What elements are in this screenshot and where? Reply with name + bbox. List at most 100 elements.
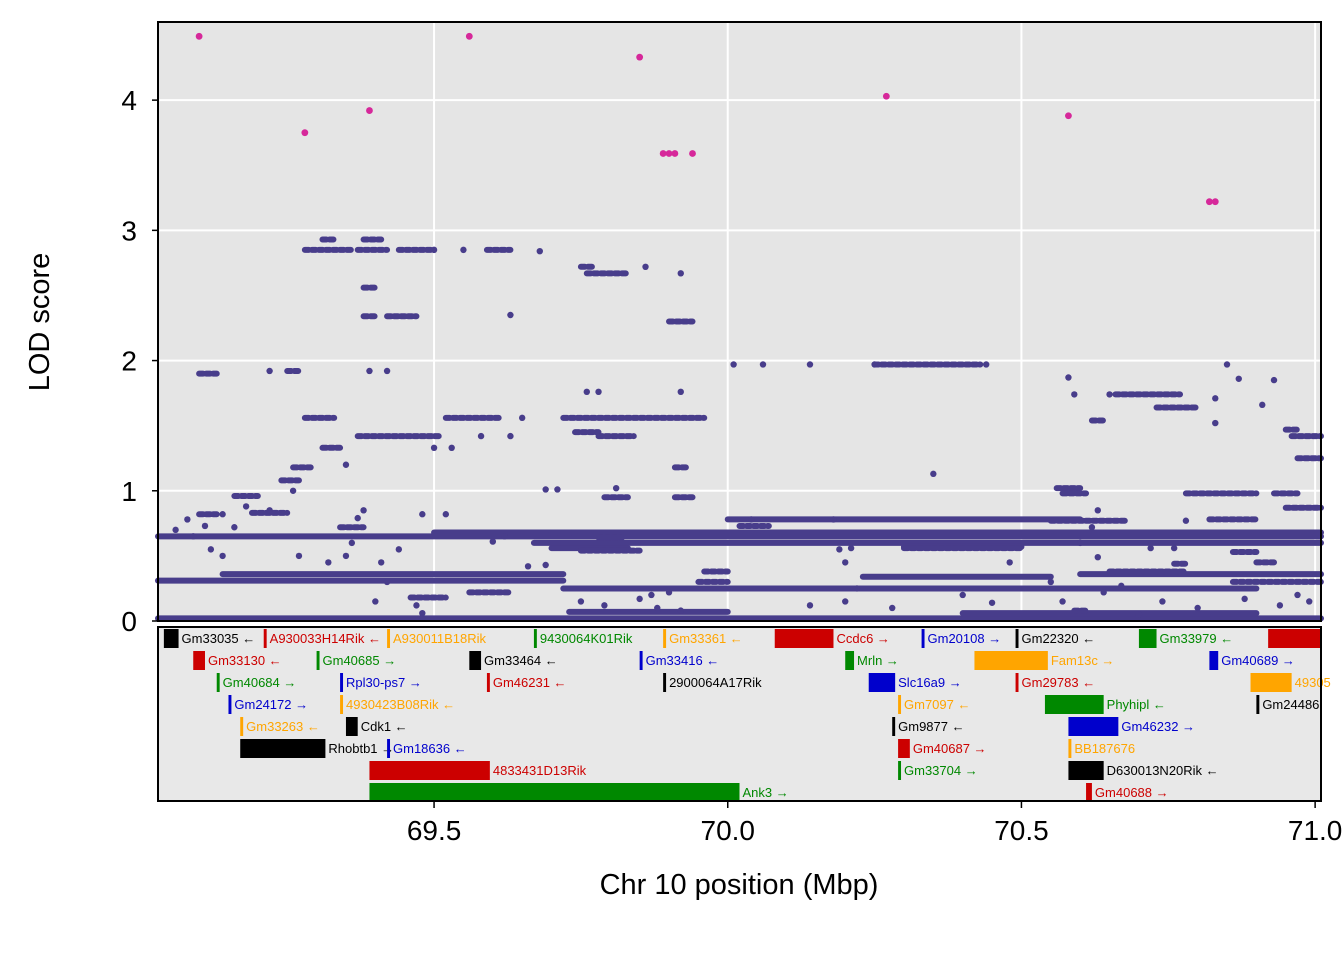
lod-point (1182, 517, 1190, 524)
lod-point (830, 516, 837, 523)
gene-box (898, 695, 902, 714)
gene-label: Mrln → (857, 653, 899, 668)
lod-point (1270, 376, 1278, 384)
lod-point (184, 516, 191, 523)
gene-box (340, 673, 344, 692)
lod-point (1212, 395, 1219, 402)
lod-point (172, 526, 179, 534)
lod-point (654, 604, 661, 612)
x-tick-label: 71.0 (1288, 815, 1343, 846)
gene-box (663, 629, 667, 648)
gene-box (974, 651, 1048, 670)
lod-point (430, 444, 438, 452)
gene-label: Phyhipl ← (1107, 697, 1166, 712)
gene-box (1068, 717, 1119, 736)
gene-label: Gm40688 → (1095, 785, 1169, 800)
top-lod-point (689, 150, 696, 157)
gene-box (1015, 673, 1019, 692)
lod-point (982, 361, 990, 368)
gene-box (486, 673, 490, 692)
lod-point (1088, 524, 1096, 531)
gene-label: Gm33416 ← (646, 653, 720, 668)
lod-point (577, 598, 585, 605)
lod-point (853, 585, 861, 592)
gene-label: D630013N20Rik ← (1107, 763, 1219, 778)
lod-point (231, 524, 238, 531)
lod-point (378, 559, 385, 566)
lod-point (524, 563, 532, 570)
lod-point (1159, 598, 1166, 605)
lod-point (759, 361, 767, 368)
lod-point (842, 598, 849, 605)
gene-panel-border (157, 626, 1322, 802)
gene-label: Gm33263 ← (246, 719, 320, 734)
top-lod-points (195, 32, 1219, 206)
lod-point (460, 246, 467, 254)
gene-box (533, 629, 537, 648)
lod-point (1071, 391, 1078, 398)
gene-box (892, 717, 896, 736)
lod-point (677, 388, 684, 396)
lod-point (748, 516, 755, 523)
gene-box (216, 673, 220, 692)
lod-point (190, 533, 197, 540)
y-tick-label: 4 (121, 85, 137, 116)
lod-point (583, 388, 590, 396)
top-lod-point (659, 150, 667, 157)
gene-label: Gm40684 → (223, 675, 297, 690)
gene-label: Gm46231 ← (493, 675, 567, 690)
lod-point (383, 367, 391, 375)
gene-box (345, 717, 358, 736)
lod-point (507, 311, 514, 319)
gene-box (1268, 629, 1321, 648)
lod-point (1194, 604, 1201, 612)
lod-point (1094, 553, 1101, 561)
lod-point (595, 388, 602, 396)
gene-label: A930033H14Rik ← (270, 631, 381, 646)
gene-label: Gm24172 → (234, 697, 308, 712)
gene-label: Gm18636 ← (393, 741, 467, 756)
lod-point (1006, 559, 1013, 566)
lod-point (518, 414, 526, 422)
gene-box (263, 629, 267, 648)
gene-track: Gm33035 ← A930033H14Rik ← A930011B18Rik 943… (163, 629, 1331, 802)
gene-box (469, 651, 482, 670)
gene-box (1068, 761, 1104, 780)
lod-point (889, 604, 896, 612)
gene-panel (158, 627, 1321, 801)
gene-label: Gm29783 ← (1022, 675, 1096, 690)
y-tick-label: 3 (121, 215, 137, 246)
lod-point (348, 539, 356, 547)
lod-point (383, 578, 391, 586)
gene-box (639, 651, 643, 670)
grid-lines (158, 22, 1321, 622)
gene-box (193, 651, 205, 670)
lod-point (636, 595, 643, 603)
lod-point (665, 589, 673, 596)
lod-point (612, 484, 620, 492)
gene-label: Cdk1 ← (361, 719, 408, 734)
lod-point (489, 538, 497, 545)
y-axis-ticks: 0 1 2 3 4 (121, 85, 158, 637)
top-lod-point (195, 32, 203, 40)
gene-box (240, 739, 326, 758)
lod-point (448, 444, 455, 452)
lod-point (601, 602, 608, 609)
gene-label: Gm33464 ← (484, 653, 558, 668)
gene-box (369, 761, 490, 780)
gene-box (868, 673, 896, 692)
lod-point (1212, 419, 1219, 427)
lod-point (342, 552, 350, 560)
gene-label: Fam13c → (1051, 653, 1115, 668)
gene-label: Slc16a9 → (898, 675, 962, 690)
gene-label: 4930423B08Rik ← (346, 697, 455, 712)
lod-point (930, 470, 937, 478)
gene-box (1044, 695, 1104, 714)
top-lod-point (366, 107, 373, 114)
gene-box (1256, 695, 1260, 714)
lod-point (1118, 582, 1125, 590)
lod-point (219, 552, 226, 560)
lod-point (1047, 578, 1055, 586)
lod-point (1259, 401, 1266, 409)
lod-point (442, 511, 450, 518)
